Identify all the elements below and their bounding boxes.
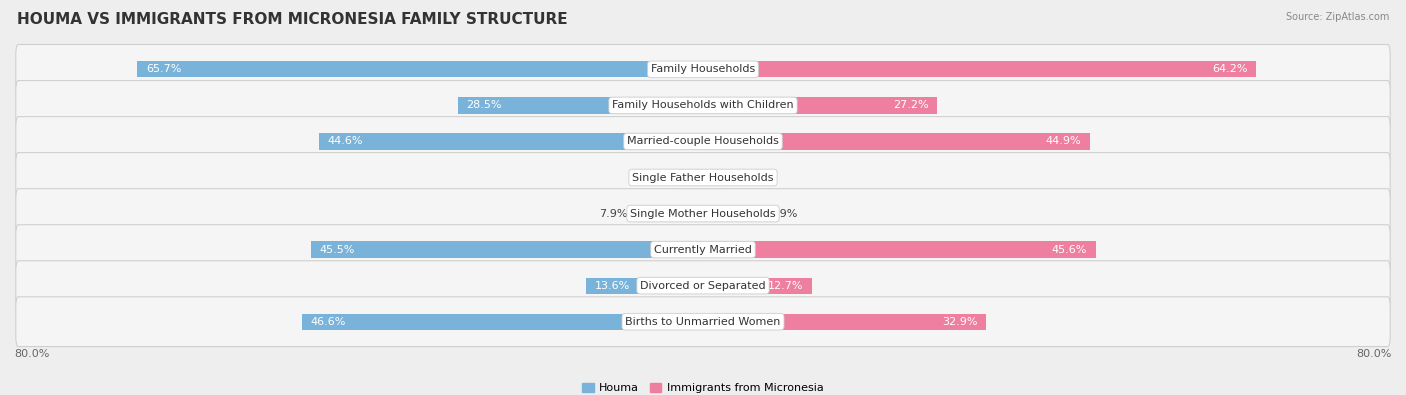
Text: 65.7%: 65.7% [146,64,181,74]
FancyBboxPatch shape [15,117,1391,166]
Text: Births to Unmarried Women: Births to Unmarried Women [626,317,780,327]
Text: Married-couple Households: Married-couple Households [627,136,779,147]
Text: 45.5%: 45.5% [319,245,356,255]
Text: 12.7%: 12.7% [768,280,804,291]
Text: 64.2%: 64.2% [1212,64,1247,74]
FancyBboxPatch shape [15,261,1391,310]
Bar [311,241,703,258]
Text: 44.6%: 44.6% [328,136,363,147]
Text: 28.5%: 28.5% [467,100,502,111]
Bar [703,241,1095,258]
Text: Family Households: Family Households [651,64,755,74]
Text: 32.9%: 32.9% [942,317,977,327]
Bar [703,205,762,222]
Text: 46.6%: 46.6% [311,317,346,327]
Text: Source: ZipAtlas.com: Source: ZipAtlas.com [1285,12,1389,22]
Text: 6.9%: 6.9% [769,209,797,218]
FancyBboxPatch shape [15,81,1391,130]
Text: 80.0%: 80.0% [1357,349,1392,359]
Bar [586,278,703,294]
Text: 7.9%: 7.9% [599,209,628,218]
Bar [636,205,703,222]
Legend: Houma, Immigrants from Micronesia: Houma, Immigrants from Micronesia [578,378,828,395]
Bar [319,134,703,150]
Bar [703,134,1090,150]
Text: 13.6%: 13.6% [595,280,630,291]
Bar [703,278,813,294]
Text: 2.9%: 2.9% [643,173,671,182]
Bar [703,169,725,186]
Bar [703,314,987,330]
Text: Currently Married: Currently Married [654,245,752,255]
Text: Single Father Households: Single Father Households [633,173,773,182]
Text: 45.6%: 45.6% [1052,245,1087,255]
Text: 80.0%: 80.0% [14,349,49,359]
Bar [703,61,1256,77]
Bar [703,97,938,113]
Text: Single Mother Households: Single Mother Households [630,209,776,218]
Bar [678,169,703,186]
Bar [457,97,703,113]
Text: 2.6%: 2.6% [733,173,761,182]
FancyBboxPatch shape [15,189,1391,239]
Bar [302,314,703,330]
Bar [138,61,703,77]
Text: HOUMA VS IMMIGRANTS FROM MICRONESIA FAMILY STRUCTURE: HOUMA VS IMMIGRANTS FROM MICRONESIA FAMI… [17,12,568,27]
Text: Divorced or Separated: Divorced or Separated [640,280,766,291]
Text: Family Households with Children: Family Households with Children [612,100,794,111]
Text: 27.2%: 27.2% [893,100,928,111]
Text: 44.9%: 44.9% [1046,136,1081,147]
FancyBboxPatch shape [15,225,1391,275]
FancyBboxPatch shape [15,45,1391,94]
FancyBboxPatch shape [15,152,1391,202]
FancyBboxPatch shape [15,297,1391,346]
